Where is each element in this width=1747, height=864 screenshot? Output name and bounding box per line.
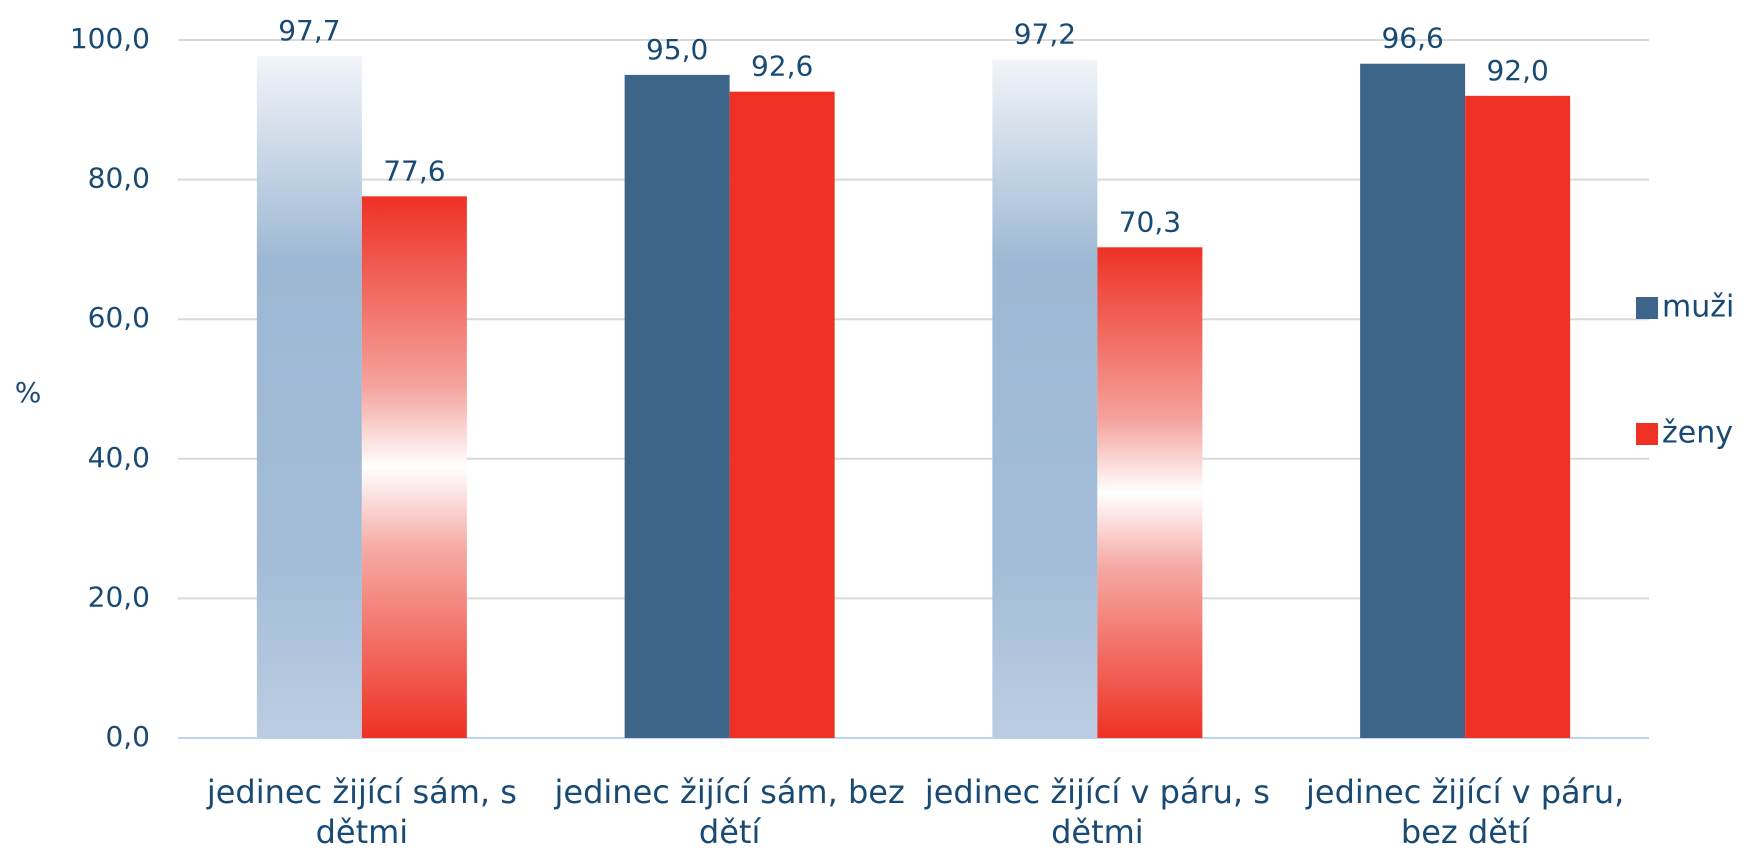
x-tick-label: jedinec žijící v páru, bez dětí — [1305, 773, 1625, 851]
bar — [992, 59, 1098, 738]
value-label: 95,0 — [646, 33, 708, 66]
legend-label: muži — [1662, 290, 1734, 325]
x-tick-label: jedinec žijící sám, bez dětí — [554, 773, 905, 851]
y-tick-label: 40,0 — [88, 441, 150, 474]
x-tick-label: jedinec žijící v páru, s dětmi — [924, 773, 1270, 851]
value-label: 97,2 — [1014, 18, 1076, 51]
bar — [256, 56, 362, 738]
y-tick-label: 20,0 — [88, 580, 150, 613]
bar — [361, 196, 467, 739]
value-label: 77,6 — [383, 154, 445, 187]
legend-label: ženy — [1662, 416, 1733, 451]
bar — [1097, 247, 1203, 738]
y-tick-label: 80,0 — [88, 162, 150, 195]
value-label: 70,3 — [1119, 205, 1181, 238]
legend-swatch — [1636, 297, 1658, 319]
bar — [624, 74, 730, 738]
x-tick-label: jedinec žijící sám, s dětmi — [206, 773, 517, 851]
y-tick-label: 100,0 — [70, 22, 150, 55]
value-label: 97,7 — [278, 14, 340, 47]
bar — [1360, 63, 1466, 739]
y-axis-label: % — [15, 376, 42, 409]
legend-swatch — [1636, 423, 1658, 445]
bar — [729, 91, 835, 739]
value-label: 96,6 — [1381, 22, 1443, 55]
bar — [1465, 95, 1571, 739]
y-tick-label: 0,0 — [105, 720, 150, 753]
value-label: 92,6 — [751, 50, 813, 83]
value-label: 92,0 — [1486, 54, 1548, 87]
y-tick-label: 60,0 — [88, 301, 150, 334]
